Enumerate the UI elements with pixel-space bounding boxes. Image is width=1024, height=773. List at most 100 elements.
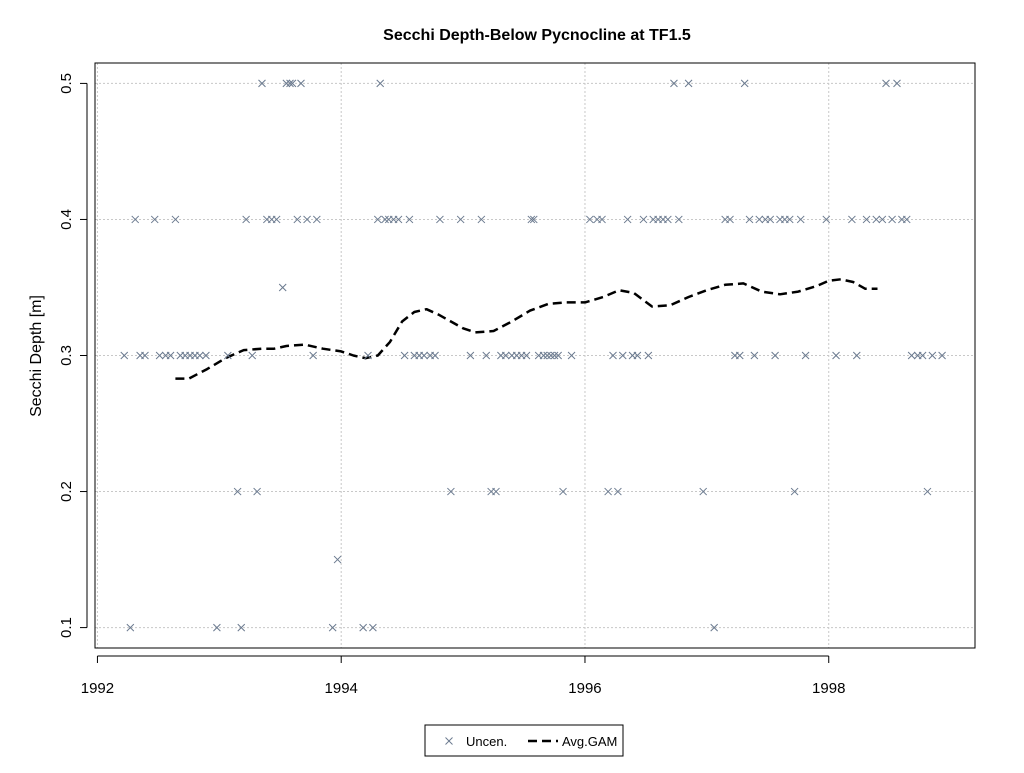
data-point-stroke	[309, 351, 318, 360]
data-point-stroke	[684, 79, 693, 88]
data-point	[297, 79, 305, 88]
data-point-stroke	[848, 215, 856, 224]
data-point	[567, 351, 576, 360]
data-point-stroke	[431, 351, 439, 360]
data-point-stroke	[466, 351, 475, 360]
data-point	[598, 215, 606, 224]
data-point-stroke	[482, 351, 491, 360]
data-point-stroke	[745, 215, 754, 224]
data-point	[286, 79, 294, 88]
data-point	[309, 351, 318, 360]
data-point-stroke	[928, 351, 937, 360]
data-point	[501, 351, 510, 360]
x-tick-label: 1994	[325, 680, 358, 697]
data-point	[907, 351, 916, 360]
legend-label-avg-gam: Avg.GAM	[562, 734, 617, 749]
data-point-stroke	[364, 351, 372, 360]
data-point	[726, 215, 734, 224]
data-point-stroke	[394, 215, 403, 224]
data-point	[195, 351, 204, 360]
y-tick-label: 0.3	[58, 345, 75, 366]
data-point	[766, 215, 775, 224]
data-point-stroke	[618, 351, 627, 360]
data-point-stroke	[923, 487, 932, 496]
data-point-stroke	[233, 487, 242, 496]
data-point-stroke	[543, 351, 552, 360]
data-point	[878, 215, 887, 224]
data-point-stroke	[740, 79, 749, 88]
data-point-stroke	[278, 283, 287, 292]
data-point	[710, 623, 719, 632]
data-point-stroke	[604, 487, 612, 496]
data-point-stroke	[376, 79, 385, 88]
data-point-stroke	[585, 215, 594, 224]
data-point	[801, 351, 810, 360]
data-point-stroke	[492, 487, 500, 496]
data-point	[333, 555, 342, 564]
data-point-stroke	[888, 215, 896, 224]
plot-frame	[94, 62, 976, 649]
data-point	[282, 79, 291, 88]
data-point	[150, 215, 159, 224]
data-point	[852, 351, 861, 360]
data-point-stroke	[546, 351, 555, 360]
data-point-stroke	[554, 351, 563, 360]
data-point-stroke	[155, 351, 164, 360]
data-point-stroke	[750, 351, 759, 360]
data-point	[303, 215, 311, 224]
data-point	[171, 215, 180, 224]
data-point-stroke	[893, 79, 901, 88]
data-point	[293, 215, 302, 224]
data-point	[155, 351, 164, 360]
data-point	[394, 215, 403, 224]
data-point-stroke	[223, 351, 232, 360]
data-point	[477, 215, 486, 224]
data-point-stroke	[522, 351, 531, 360]
data-point	[609, 351, 617, 360]
x-tick-label: 1996	[568, 680, 601, 697]
data-points-layer	[120, 79, 946, 632]
data-point	[888, 215, 896, 224]
chart-title: Secchi Depth-Below Pycnocline at TF1.5	[383, 27, 691, 44]
data-point-stroke	[882, 79, 890, 88]
data-point	[618, 351, 627, 360]
data-point	[554, 351, 563, 360]
data-point	[872, 215, 881, 224]
data-point-stroke	[447, 487, 455, 496]
data-point	[400, 351, 409, 360]
data-point-stroke	[381, 215, 389, 224]
data-point-stroke	[852, 351, 861, 360]
data-point-stroke	[258, 79, 266, 88]
data-point	[918, 351, 927, 360]
data-point	[420, 351, 428, 360]
data-point-stroke	[456, 215, 465, 224]
data-point	[527, 215, 536, 224]
data-point-stroke	[420, 351, 428, 360]
data-point-stroke	[644, 351, 653, 360]
data-point-stroke	[771, 351, 779, 360]
data-point-stroke	[527, 215, 536, 224]
legend-label-uncen: Uncen.	[466, 734, 507, 749]
data-point	[376, 79, 385, 88]
data-point-stroke	[785, 215, 794, 224]
data-point-stroke	[126, 623, 135, 632]
data-point	[663, 215, 672, 224]
data-point-stroke	[598, 215, 606, 224]
data-point-stroke	[405, 215, 414, 224]
data-point-stroke	[832, 351, 840, 360]
legend: Uncen. Avg.GAM	[424, 724, 624, 757]
data-point	[796, 215, 805, 224]
data-point	[405, 215, 414, 224]
data-point	[790, 487, 799, 496]
data-point	[120, 351, 129, 360]
data-point	[832, 351, 840, 360]
data-point	[670, 79, 678, 88]
data-point-stroke	[663, 215, 672, 224]
data-point-stroke	[796, 215, 805, 224]
data-point-stroke	[674, 215, 683, 224]
gam-curve-layer	[175, 278, 878, 380]
data-point-stroke	[550, 351, 559, 360]
data-point	[233, 487, 242, 496]
data-point-stroke	[141, 351, 149, 360]
grid-lines	[95, 63, 975, 648]
